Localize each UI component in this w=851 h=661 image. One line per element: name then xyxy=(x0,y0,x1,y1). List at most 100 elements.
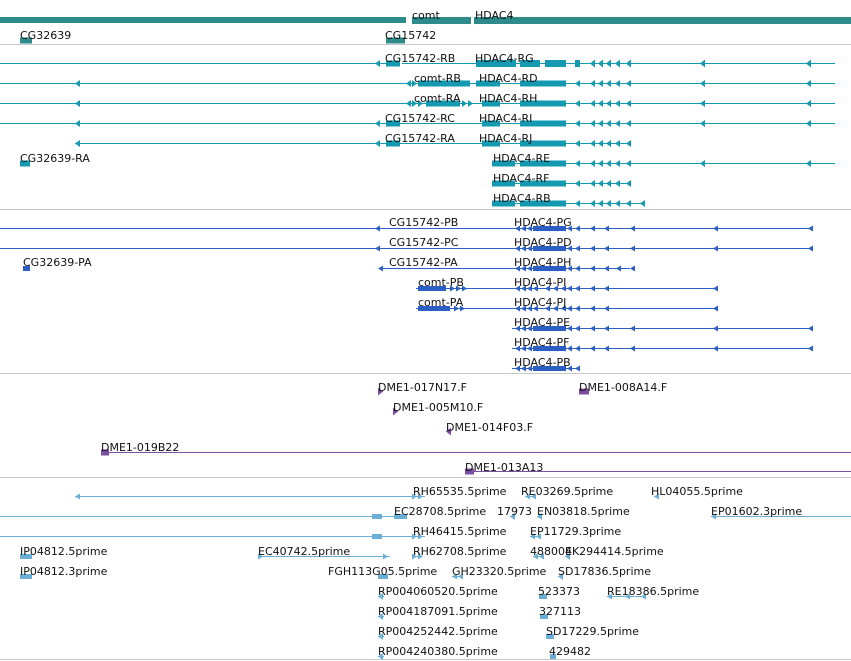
feature-label: HDAC4-PJ xyxy=(514,296,566,309)
feature-rp004240380-5prime[interactable]: RP004240380.5prime xyxy=(378,645,498,660)
strand-arrow-left xyxy=(626,100,631,107)
strand-arrow-left xyxy=(598,160,603,167)
feature-dme1-013a13[interactable]: DME1-013A13 xyxy=(465,461,851,475)
strand-arrow-right xyxy=(258,553,263,560)
feature-hdac4-pj[interactable]: HDAC4-PJ xyxy=(514,296,566,309)
feature-hdac4-pe[interactable]: HDAC4-PE xyxy=(512,316,813,332)
feature-ip04812-3prime[interactable]: IP04812.3prime xyxy=(20,565,108,579)
feature-comt[interactable]: comt xyxy=(412,9,471,25)
feature-label: EN03818.5prime xyxy=(537,505,630,518)
feature-cg15742-pa[interactable]: CG15742-PA xyxy=(378,256,635,272)
feature-523373[interactable]: 523373 xyxy=(538,585,580,599)
exon-block xyxy=(540,614,548,619)
feature-hdac4-pd[interactable]: HDAC4-PD xyxy=(514,236,572,249)
feature-hdac4-ph[interactable]: HDAC4-PH xyxy=(514,256,571,269)
feature-re03269-5prime[interactable]: RE03269.5prime xyxy=(521,485,613,500)
strand-arrow-left xyxy=(515,225,520,232)
feature-hl04055-5prime[interactable]: HL04055.5prime xyxy=(651,485,743,500)
feature-rh62708-5prime[interactable]: RH62708.5prime xyxy=(412,545,507,560)
feature-sd17229-5prime[interactable]: SD17229.5prime xyxy=(546,625,639,639)
feature-cg32639[interactable]: CG32639 xyxy=(20,29,71,44)
strand-arrow-left xyxy=(808,325,813,332)
feature-ep11729-3prime[interactable]: EP11729.3prime xyxy=(530,525,621,540)
feature-hdac4-rg[interactable]: HDAC4-RG xyxy=(402,52,835,68)
feature-comt-pb[interactable]: comt-PB xyxy=(416,276,718,292)
feature-comt-pa[interactable]: comt-PA xyxy=(416,296,718,312)
feature-hdac4-ri[interactable]: HDAC4-RI xyxy=(479,112,532,125)
feature-hdac4-pi[interactable]: HDAC4-PI xyxy=(514,276,566,289)
strand-arrow-left xyxy=(527,345,532,352)
feature-rp004060520-5prime[interactable]: RP004060520.5prime xyxy=(378,585,498,600)
feature-dme1-014f03-f[interactable]: DME1-014F03.F xyxy=(446,421,533,436)
feature-hdac4-re[interactable]: HDAC4-RE xyxy=(492,152,835,167)
strand-arrow-left xyxy=(606,200,611,207)
feature-fgh113g05-5prime[interactable]: FGH113G05.5prime xyxy=(328,565,437,579)
feature-hdac4-pb[interactable]: HDAC4-PB xyxy=(512,356,580,372)
feature-ip04812-5prime[interactable]: IP04812.5prime xyxy=(20,545,108,559)
strand-arrow-right xyxy=(418,100,423,107)
feature-label: 327113 xyxy=(539,605,581,618)
feature-hdac4-rd[interactable]: HDAC4-RD xyxy=(479,72,538,85)
feature-comt-rb[interactable]: comt-RB xyxy=(0,72,835,87)
feature-cg32639-ra[interactable]: CG32639-RA xyxy=(20,152,90,167)
strand-arrow-left xyxy=(606,140,611,147)
strand-arrow-left xyxy=(515,325,520,332)
feature-dme1-005m10-f[interactable]: DME1-005M10.F xyxy=(393,401,483,416)
feature-hdac4-rj[interactable]: HDAC4-RJ xyxy=(479,132,532,145)
strand-arrow-left xyxy=(75,80,80,87)
feature-488004[interactable]: 488004 xyxy=(530,545,572,560)
feature-cg15742-rb[interactable]: CG15742-RB xyxy=(0,52,455,67)
feature-rh46415-5prime[interactable]: RH46415.5prime xyxy=(0,525,507,540)
feature-cg15742-ra[interactable]: CG15742-RA xyxy=(75,132,631,147)
feature-rh65535-5prime[interactable]: RH65535.5prime xyxy=(75,485,507,500)
feature-429482[interactable]: 429482 xyxy=(549,645,591,659)
strand-arrow-left xyxy=(641,593,646,600)
feature-label: HDAC4-RH xyxy=(479,92,537,105)
feature-cg15742-pb[interactable]: CG15742-PB xyxy=(0,216,813,232)
strand-arrow-left xyxy=(626,160,631,167)
feature-dme1-019b22[interactable]: DME1-019B22 xyxy=(101,441,851,456)
feature-dme1-008a14-f[interactable]: DME1-008A14.F xyxy=(579,381,667,395)
track-proteins: CG15742-PB HDAC4-PG CG15742-PC HDAC4-PD CG32… xyxy=(0,216,813,372)
feature-label: HDAC4 xyxy=(475,9,514,22)
feature-hdac4[interactable]: HDAC4 xyxy=(0,9,851,25)
feature-rp004187091-5prime[interactable]: RP004187091.5prime xyxy=(378,605,498,620)
strand-arrow-left xyxy=(545,305,550,312)
feature-label: GH23320.5prime xyxy=(452,565,547,578)
feature-327113[interactable]: 327113 xyxy=(539,605,581,619)
feature-17973[interactable]: 17973 xyxy=(497,505,532,520)
exon-block xyxy=(520,60,540,67)
feature-hdac4-rb[interactable]: HDAC4-RB xyxy=(492,192,645,207)
strand-arrow-left xyxy=(575,160,580,167)
feature-ec40742-5prime[interactable]: EC40742.5prime xyxy=(258,545,390,560)
feature-cg15742-pc[interactable]: CG15742-PC xyxy=(0,236,813,252)
feature-comt-ra[interactable]: comt-RA xyxy=(0,92,835,107)
feature-hdac4-rf[interactable]: HDAC4-RF xyxy=(492,172,631,187)
feature-gh23320-5prime[interactable]: GH23320.5prime xyxy=(452,565,547,580)
exon-block xyxy=(372,534,382,539)
strand-arrow-left xyxy=(590,59,595,68)
feature-dme1-017n17-f[interactable]: DME1-017N17.F xyxy=(378,381,467,396)
feature-hdac4-pg[interactable]: HDAC4-PG xyxy=(514,216,572,229)
feature-en03818-5prime[interactable]: EN03818.5prime xyxy=(537,505,630,520)
feature-rp004252442-5prime[interactable]: RP004252442.5prime xyxy=(378,625,498,640)
exon-block xyxy=(492,180,515,187)
strand-arrow-left xyxy=(533,225,538,232)
feature-sd17836-5prime[interactable]: SD17836.5prime xyxy=(558,565,651,580)
strand-arrow-left xyxy=(590,265,595,272)
feature-cg32639-pa[interactable]: CG32639-PA xyxy=(23,256,92,271)
exon-block xyxy=(20,37,32,44)
feature-ek294414-5prime[interactable]: EK294414.5prime xyxy=(565,545,664,560)
feature-hdac4-pf[interactable]: HDAC4-PF xyxy=(512,336,813,352)
feature-hdac4-rh[interactable]: HDAC4-RH xyxy=(479,92,537,105)
feature-re18386-5prime[interactable]: RE18386.5prime xyxy=(607,585,699,600)
strand-arrow-left xyxy=(539,553,544,560)
feature-cg15742[interactable]: CG15742 xyxy=(385,29,436,44)
strand-arrow-left xyxy=(561,305,566,312)
feature-ep01602-3prime[interactable]: EP01602.3prime xyxy=(711,505,851,520)
strand-arrow-left xyxy=(806,100,811,107)
feature-cg15742-rc[interactable]: CG15742-RC xyxy=(0,112,835,127)
feature-ec28708-5prime[interactable]: EC28708.5prime xyxy=(0,505,486,519)
strand-arrow-left xyxy=(575,200,580,207)
feature-label: DME1-019B22 xyxy=(101,441,179,454)
